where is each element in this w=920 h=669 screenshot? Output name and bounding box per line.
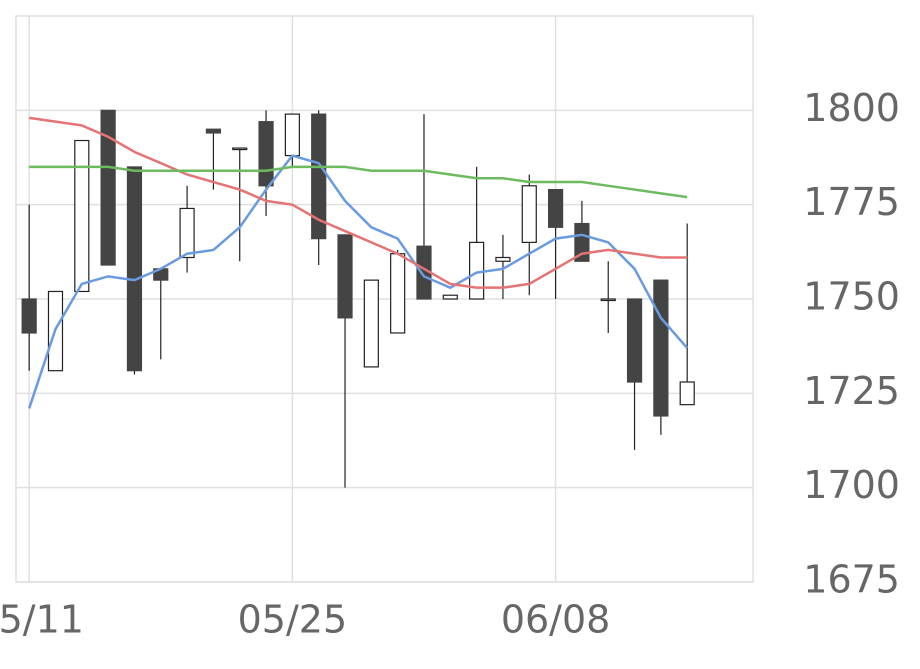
- candle-body: [521, 185, 537, 244]
- y-tick-label: 1675: [803, 558, 900, 602]
- candle-body: [547, 188, 564, 228]
- candle-body: [600, 298, 616, 302]
- candle-body: [363, 279, 379, 368]
- candle-body: [311, 113, 327, 240]
- x-tick-label: 05/25: [238, 598, 348, 642]
- candle-body: [495, 256, 511, 262]
- candle-body: [390, 253, 406, 334]
- candle-body: [258, 121, 274, 187]
- candle-body: [126, 166, 143, 372]
- candle-body: [205, 128, 222, 134]
- y-tick-label: 1750: [803, 275, 900, 319]
- candle-body: [626, 298, 643, 383]
- candle-body: [337, 234, 353, 319]
- moving-average-line: [29, 165, 688, 199]
- candle-body: [679, 381, 695, 406]
- y-tick-label: 1800: [803, 86, 900, 130]
- moving-average-line: [27, 154, 689, 409]
- candle-body: [284, 113, 300, 157]
- y-tick-label: 1725: [803, 369, 900, 413]
- candle-body: [442, 294, 458, 300]
- candle-body: [232, 147, 248, 151]
- x-tick-label: 06/08: [501, 598, 611, 642]
- candle-body: [179, 207, 195, 259]
- x-tick-label: 05/11: [0, 598, 84, 642]
- y-tick-label: 1700: [803, 463, 900, 507]
- candle-body: [74, 139, 90, 293]
- candle-body: [653, 279, 669, 417]
- candle-body: [574, 222, 590, 262]
- candle-body: [21, 298, 37, 334]
- candle-body: [100, 109, 116, 266]
- y-tick-label: 1775: [803, 180, 900, 224]
- moving-average-line: [28, 116, 688, 289]
